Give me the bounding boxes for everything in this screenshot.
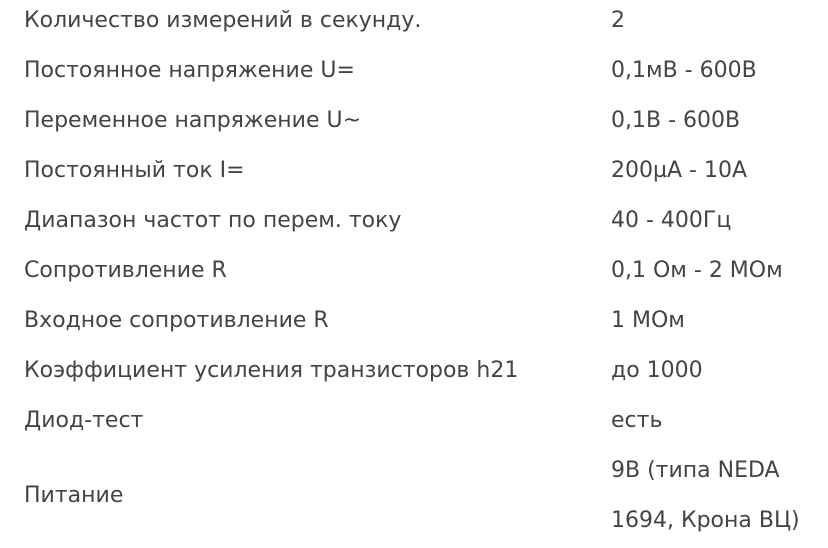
spec-label: Питание bbox=[24, 483, 124, 508]
spec-label: Диапазон частот по перем. току bbox=[24, 208, 402, 233]
spec-value: 0,1В - 600В bbox=[611, 108, 741, 133]
spec-row: Постоянное напряжение U= 0,1мВ - 600В bbox=[24, 46, 821, 96]
spec-row: Количество измерений в секунду. 2 bbox=[24, 0, 821, 46]
spec-value: 40 - 400Гц bbox=[611, 208, 732, 233]
spec-row: Диод-тест есть bbox=[24, 396, 821, 446]
spec-row: Входное сопротивление R 1 МОм bbox=[24, 296, 821, 346]
spec-value: 200µА - 10А bbox=[611, 158, 748, 183]
spec-label: Сопротивление R bbox=[24, 258, 227, 283]
spec-row: Коэффициент усиления транзисторов h21 до … bbox=[24, 346, 821, 396]
spec-row: Диапазон частот по перем. току 40 - 400Гц bbox=[24, 196, 821, 246]
spec-row: Переменное напряжение U~ 0,1В - 600В bbox=[24, 96, 821, 146]
spec-label: Входное сопротивление R bbox=[24, 308, 329, 333]
spec-label: Постоянный ток I= bbox=[24, 158, 245, 183]
spec-value: 9В (типа NEDA 1694, Крона ВЦ) bbox=[611, 458, 800, 533]
spec-label: Диод-тест bbox=[24, 408, 144, 433]
spec-label: Количество измерений в секунду. bbox=[24, 8, 422, 33]
spec-row: Сопротивление R 0,1 Ом - 2 МОм bbox=[24, 246, 821, 296]
specs-table: Количество измерений в секунду. 2 Постоянн… bbox=[24, 0, 821, 546]
spec-label: Коэффициент усиления транзисторов h21 bbox=[24, 358, 519, 383]
spec-row: Питание 9В (типа NEDA 1694, Крона ВЦ) bbox=[24, 446, 821, 546]
spec-value: есть bbox=[611, 408, 663, 433]
spec-label: Постоянное напряжение U= bbox=[24, 58, 355, 83]
spec-label: Переменное напряжение U~ bbox=[24, 108, 362, 133]
spec-value: 2 bbox=[611, 8, 625, 33]
spec-value: 0,1 Ом - 2 МОм bbox=[611, 258, 783, 283]
spec-value: до 1000 bbox=[611, 358, 703, 383]
spec-value: 0,1мВ - 600В bbox=[611, 58, 757, 83]
spec-value: 1 МОм bbox=[611, 308, 685, 333]
spec-row: Постоянный ток I= 200µА - 10А bbox=[24, 146, 821, 196]
